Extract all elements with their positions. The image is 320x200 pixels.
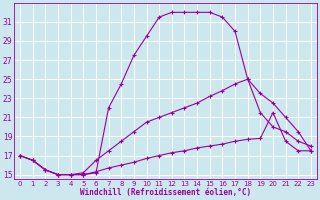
X-axis label: Windchill (Refroidissement éolien,°C): Windchill (Refroidissement éolien,°C) [80, 188, 251, 197]
